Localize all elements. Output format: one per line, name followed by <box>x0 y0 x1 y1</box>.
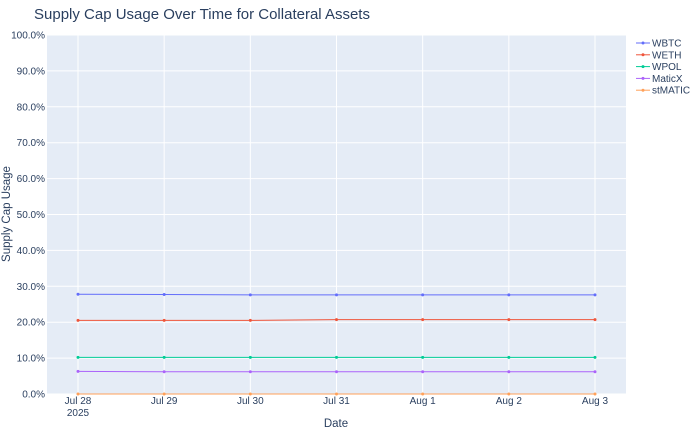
series-point <box>248 293 252 297</box>
x-tick-label: Aug 2 <box>496 396 523 407</box>
y-tick-label: 30.0% <box>17 282 45 293</box>
series-point <box>335 355 338 359</box>
series-point <box>248 318 252 322</box>
series-point <box>76 355 80 359</box>
y-tick-label: 70.0% <box>17 138 45 149</box>
y-tick-label: 20.0% <box>17 318 45 329</box>
series-point <box>162 293 166 297</box>
x-tick-label: Jul 31 <box>323 396 350 407</box>
legend-item[interactable]: WPOL <box>636 62 682 73</box>
series-point <box>593 355 597 359</box>
y-tick-label: 0.0% <box>22 390 45 401</box>
series-point <box>593 370 597 374</box>
y-tick-label: 100.0% <box>11 31 45 42</box>
legend-swatch-marker <box>641 76 645 80</box>
legend-label: MaticX <box>652 74 683 85</box>
series-point <box>507 370 511 374</box>
series-point <box>421 355 425 359</box>
series-point <box>593 392 597 396</box>
series-point <box>335 293 338 297</box>
series-point <box>421 293 425 297</box>
series-point <box>248 355 252 359</box>
series-point <box>76 369 80 373</box>
series-point <box>335 392 338 396</box>
legend-swatch-marker <box>641 53 645 57</box>
y-tick-label: 10.0% <box>17 354 45 365</box>
series-point <box>507 293 511 297</box>
y-tick-label: 80.0% <box>17 102 45 113</box>
legend-item[interactable]: MaticX <box>636 74 683 85</box>
series-point <box>507 355 511 359</box>
x-axis-title: Date <box>324 418 348 430</box>
series-point <box>421 370 425 374</box>
series-point <box>76 392 80 396</box>
legend-label: WBTC <box>652 39 681 50</box>
series-point <box>162 392 166 396</box>
legend-label: stMATIC <box>652 86 690 97</box>
series-point <box>421 392 425 396</box>
legend-label: WETH <box>652 50 681 61</box>
y-tick-label: 40.0% <box>17 246 45 257</box>
legend-swatch-marker <box>641 88 645 92</box>
series-point <box>593 293 597 297</box>
series-point <box>248 392 252 396</box>
legend-item[interactable]: WETH <box>636 50 681 61</box>
chart-title: Supply Cap Usage Over Time for Collatera… <box>34 6 370 23</box>
series-point <box>248 370 252 374</box>
legend-swatch-marker <box>641 41 645 45</box>
x-tick-label: Jul 28 <box>65 396 92 407</box>
y-axis-ticks: 0.0% 10.0% 20.0% 30.0% 40.0% 50.0% 60.0% 70.0% 8… <box>11 31 45 401</box>
series-point <box>162 370 166 374</box>
y-tick-label: 60.0% <box>17 174 45 185</box>
legend-item[interactable]: stMATIC <box>636 86 690 97</box>
legend-label: WPOL <box>652 62 682 73</box>
y-tick-label: 50.0% <box>17 210 45 221</box>
series-point <box>335 318 338 322</box>
series-point <box>593 318 597 322</box>
series-point <box>507 318 511 322</box>
series-point <box>162 355 166 359</box>
series-point <box>421 318 425 322</box>
x-tick-label: Aug 1 <box>410 396 437 407</box>
series-lines <box>76 292 597 396</box>
x-tick-label: Aug 3 <box>582 396 609 407</box>
series-point <box>335 370 338 374</box>
series-point <box>162 318 166 322</box>
grid-lines <box>47 34 626 395</box>
series-point <box>507 392 511 396</box>
x-tick-label: Jul 30 <box>237 396 264 407</box>
legend-swatch-marker <box>641 65 645 69</box>
y-axis-title: Supply Cap Usage <box>1 166 13 262</box>
x-tick-year-label: 2025 <box>67 408 90 419</box>
series-point <box>76 318 80 322</box>
series-point <box>76 292 80 296</box>
y-tick-label: 90.0% <box>17 66 45 77</box>
legend-item[interactable]: WBTC <box>636 39 681 50</box>
x-tick-label: Jul 29 <box>151 396 178 407</box>
